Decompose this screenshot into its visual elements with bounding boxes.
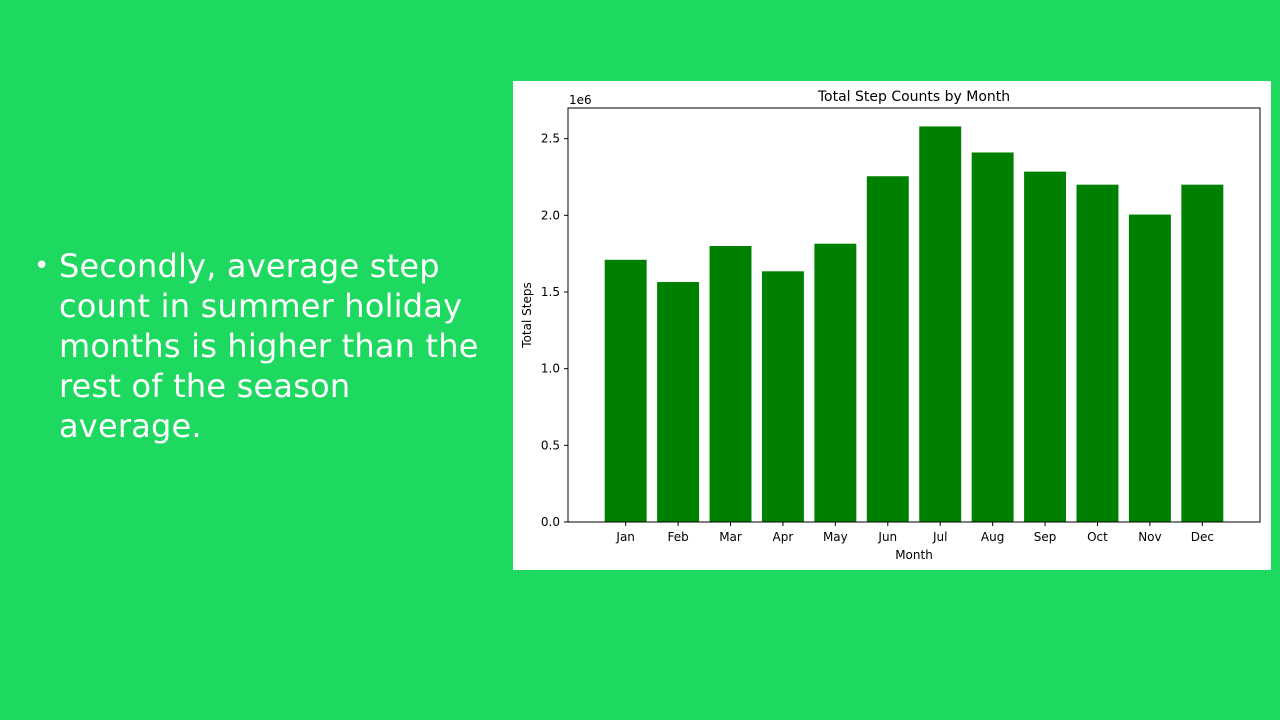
bullet-text: Secondly, average step count in summer h… [59,247,479,445]
x-tick-label: Jan [615,530,635,544]
bar-dec [1181,184,1224,522]
y-tick-label: 2.0 [541,208,560,222]
bar-feb [657,282,700,522]
y-tick-label: 0.5 [541,438,560,452]
offset-text: 1e6 [569,93,592,107]
bullet-symbol: • [34,251,50,281]
x-tick-label: Dec [1191,530,1214,544]
bar-sep [1024,171,1067,522]
bar-nov [1128,214,1171,523]
bar-may [814,243,857,522]
x-ticks-group: Jan Feb Mar Apr May Jun Jul Aug Sep Oct Nov Dec [615,522,1214,544]
bar-mar [709,246,752,522]
x-tick-label: Sep [1034,530,1057,544]
x-tick-label: Oct [1087,530,1108,544]
y-tick-label: 1.5 [541,285,560,299]
bar-jun [866,176,909,522]
x-tick-label: Mar [719,530,742,544]
bar-chart: Total Step Counts by Month 1e6 Month Tot… [520,89,1261,562]
bar-apr [761,271,804,522]
plot-frame [567,107,1261,523]
bar-jan [604,259,647,522]
y-tick-label: 2.5 [541,132,560,146]
x-tick-label: Aug [981,530,1004,544]
x-tick-label: Nov [1138,530,1161,544]
y-tick-label: 0.0 [541,515,560,529]
bars-group [604,126,1224,523]
bar-aug [971,152,1014,522]
x-tick-label: Jun [877,530,897,544]
bar-oct [1076,184,1119,522]
x-tick-label: Jul [932,530,947,544]
y-axis-label: Total Steps [520,282,534,348]
chart-title: Total Step Counts by Month [817,89,1010,105]
x-tick-label: Feb [667,530,688,544]
chart-panel: Total Step Counts by Month 1e6 Month Tot… [513,81,1271,570]
x-axis-label: Month [895,548,933,562]
bar-jul [919,126,962,523]
y-tick-label: 1.0 [541,362,560,376]
bullet-point: • Secondly, average step count in summer… [34,246,494,446]
x-tick-label: May [823,530,848,544]
y-ticks-group: 0.0 0.5 1.0 1.5 2.0 2.5 [541,132,568,529]
x-tick-label: Apr [773,530,794,544]
